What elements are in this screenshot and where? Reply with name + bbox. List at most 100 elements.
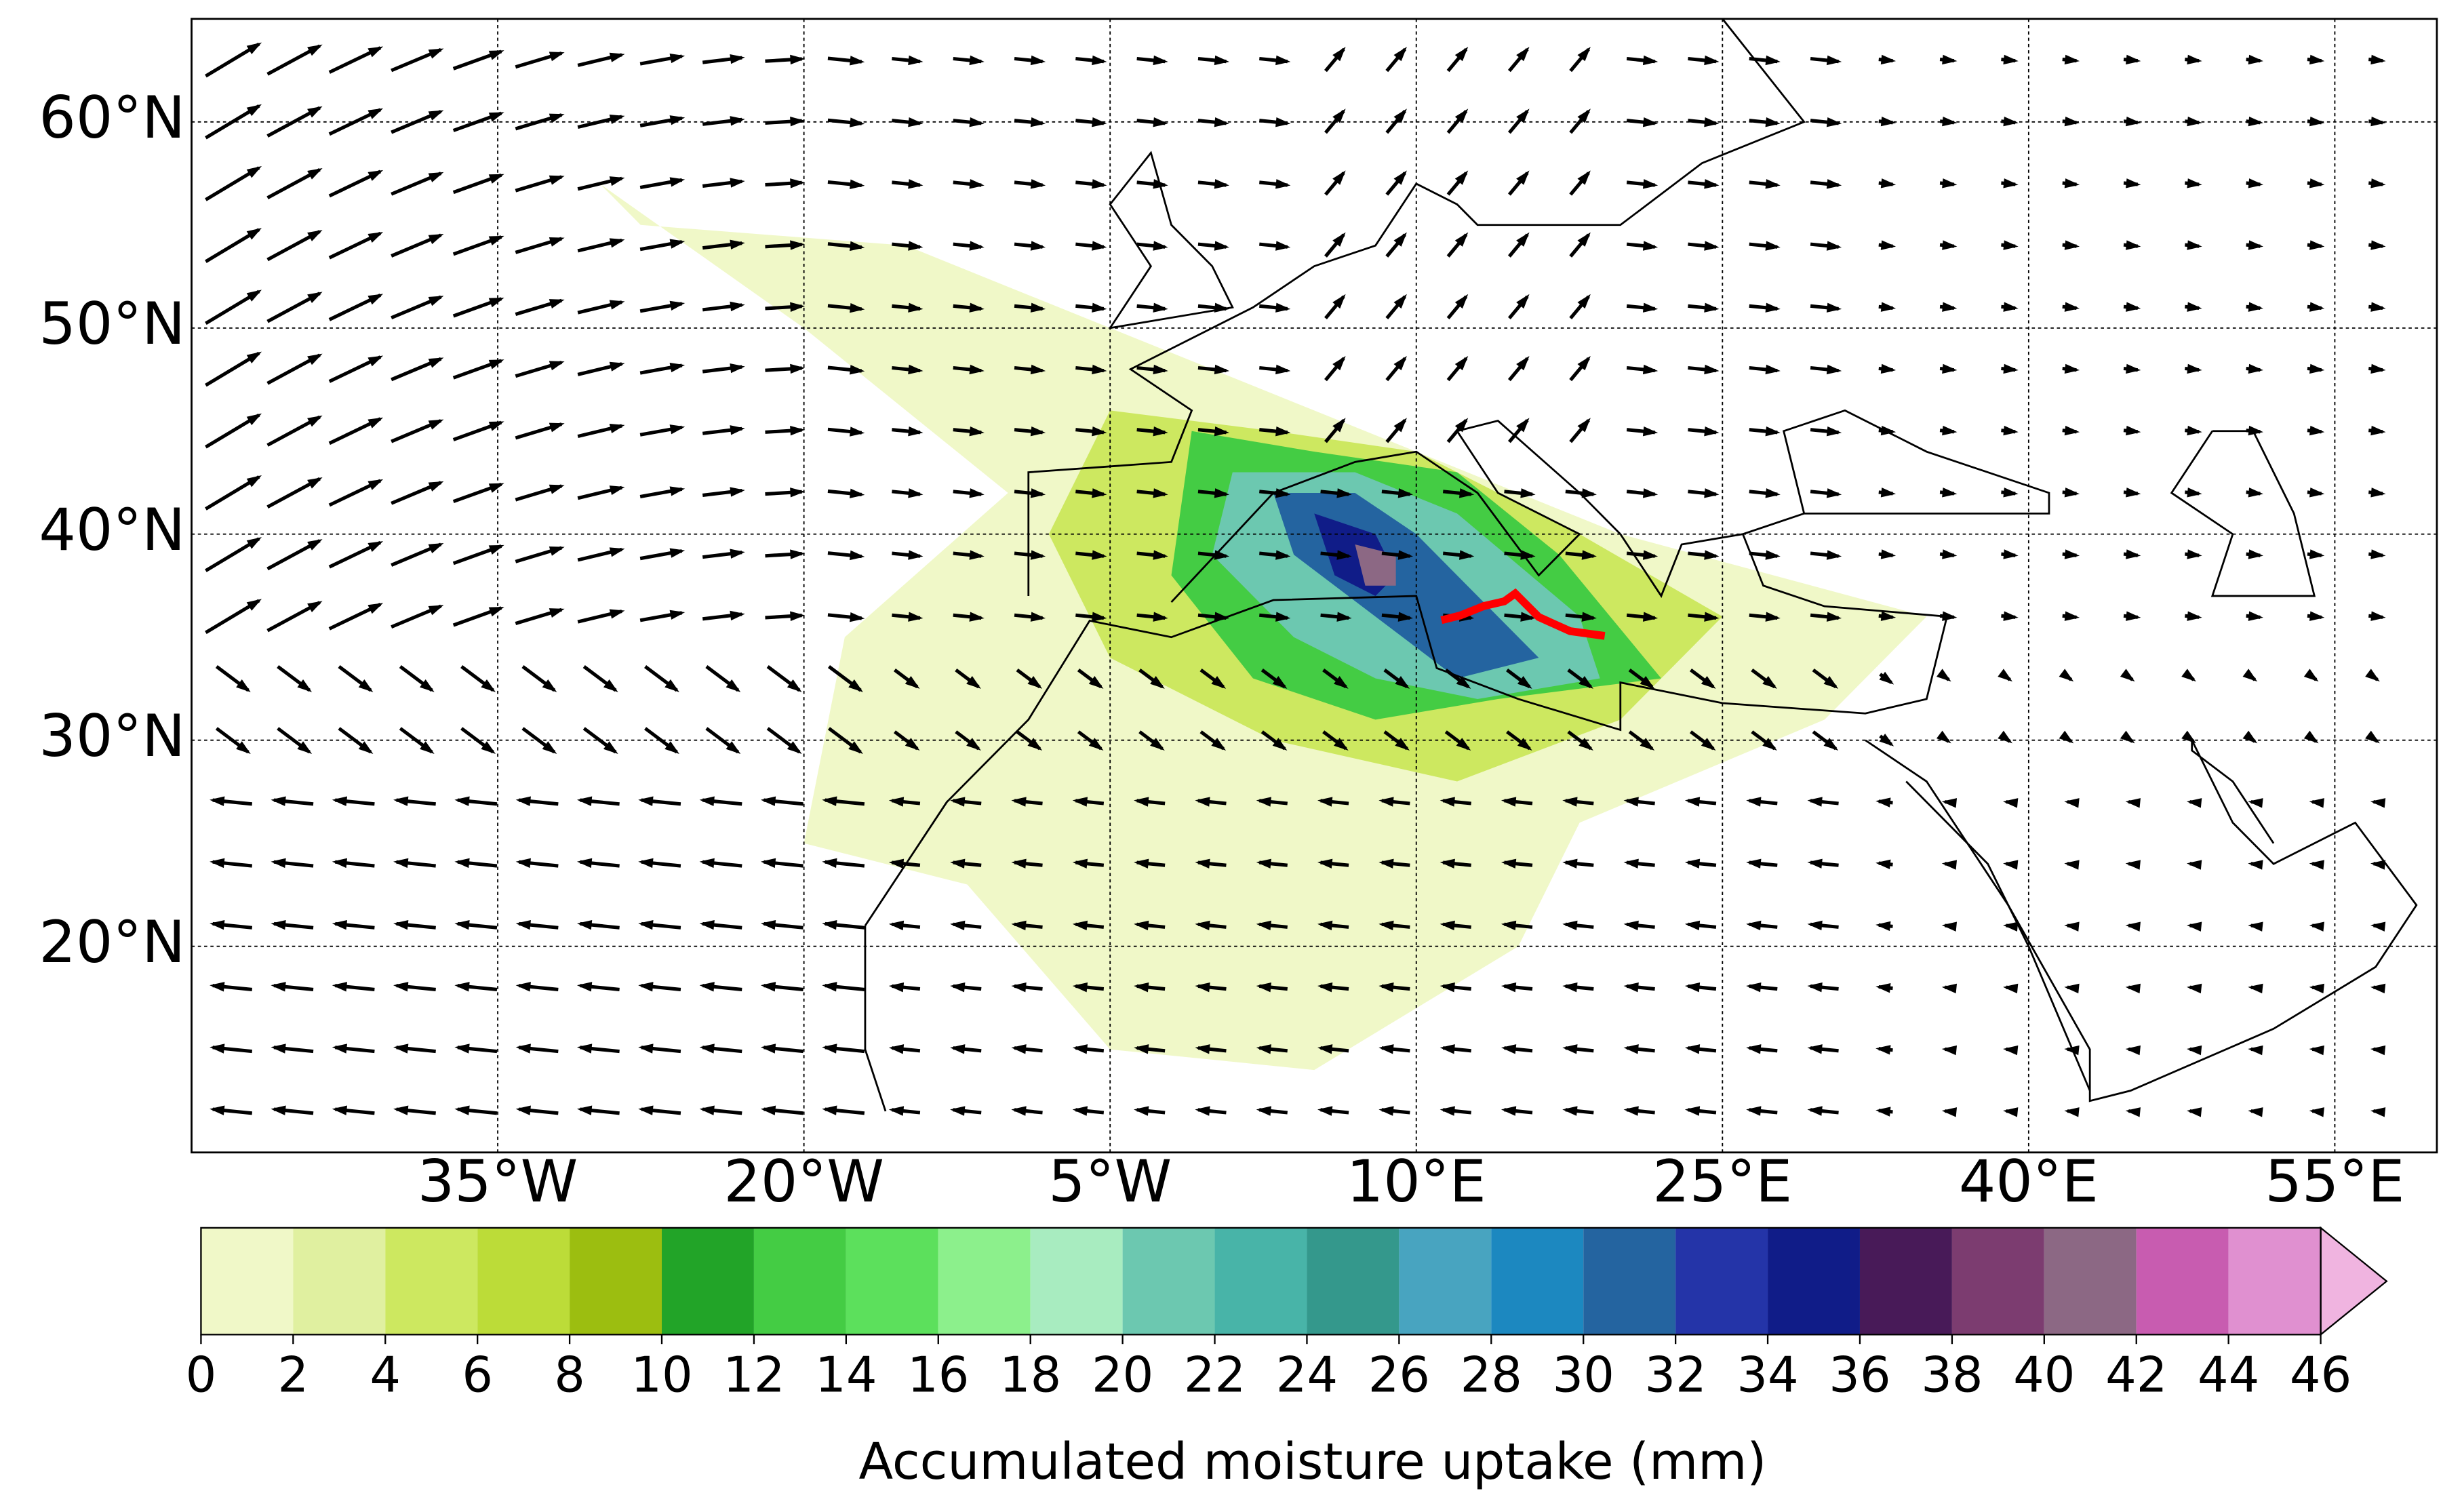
colorbar-tick-label: 6 [462, 1347, 493, 1404]
wind-arrowhead [1704, 241, 1720, 251]
wind-arrowhead [1823, 676, 1839, 689]
wind-arrowhead [1332, 47, 1346, 62]
wind-arrowhead [1334, 676, 1349, 689]
colorbar-bin [1859, 1227, 1952, 1335]
wind-arrowhead [2064, 549, 2080, 559]
wind-arrowhead [481, 679, 496, 692]
wind-arrowhead [1642, 612, 1659, 622]
wind-arrowhead [905, 676, 920, 689]
wind-arrowhead [2248, 983, 2263, 994]
wind-arrowhead [1623, 920, 1639, 931]
wind-arrowhead [1765, 550, 1781, 560]
wind-arrowhead [1623, 858, 1639, 869]
wind-arrowhead [1826, 302, 1842, 313]
wind-arrowhead [1517, 738, 1532, 751]
wind-arrowhead [1684, 982, 1701, 993]
wind-arrowhead [1516, 418, 1530, 433]
wind-arrowhead [1765, 179, 1781, 189]
wind-arrowhead [1030, 179, 1046, 189]
colorbar-bin [1583, 1227, 1676, 1335]
wind-arrowhead [1030, 117, 1046, 127]
wind-arrowhead [850, 365, 865, 375]
wind-arrowhead [2309, 425, 2325, 436]
wind-arrowhead [542, 679, 557, 692]
wind-arrowhead [1027, 676, 1043, 689]
wind-arrowhead [1378, 797, 1394, 807]
wind-arrowhead [1134, 920, 1149, 931]
wind-arrowhead [2064, 1107, 2080, 1117]
wind-arrowhead [1765, 488, 1781, 498]
wind-arrowhead [368, 108, 384, 119]
wind-arrowhead [1746, 982, 1762, 993]
wind-arrowhead [760, 796, 776, 806]
wind-arrowhead [1214, 302, 1230, 313]
wind-arrowhead [790, 54, 806, 65]
wind-arrowhead [888, 858, 905, 869]
wind-arrowhead [1256, 1106, 1271, 1116]
wind-arrowhead [726, 741, 741, 755]
wind-arrowhead [730, 487, 745, 497]
wind-arrowhead [1072, 797, 1088, 807]
wind-arrowhead [1393, 108, 1407, 123]
lon-tick-label: 25°E [1652, 1148, 1792, 1216]
coastline [864, 409, 2050, 927]
wind-arrowhead [454, 796, 470, 806]
wind-arrowhead [393, 982, 409, 992]
wind-arrowhead [2003, 1045, 2019, 1056]
wind-arrowhead [790, 425, 806, 436]
wind-arrowhead [850, 488, 865, 498]
wind-arrowhead [2370, 549, 2386, 559]
wind-arrowhead [1562, 858, 1578, 869]
wind-arrowhead [1704, 550, 1720, 560]
wind-arrowhead [969, 241, 985, 251]
colorbar-bin [1214, 1227, 1307, 1335]
wind-arrowhead [609, 52, 625, 62]
wind-arrowhead [2126, 302, 2141, 312]
wind-arrowhead [246, 290, 262, 302]
wind-arrowhead [2309, 1107, 2324, 1117]
wind-arrowhead [368, 541, 384, 553]
wind-arrowhead [1880, 363, 1897, 374]
wind-arrowhead [1195, 1044, 1210, 1054]
wind-arrowhead [1378, 1044, 1394, 1054]
colorbar-tick-label: 30 [1553, 1347, 1614, 1404]
wind-arrowhead [1704, 364, 1720, 375]
wind-arrowhead [950, 982, 966, 993]
wind-arrowhead [1517, 676, 1532, 689]
wind-arrowhead [1336, 488, 1352, 498]
wind-arrowhead [2125, 1045, 2141, 1056]
wind-arrowhead [1456, 738, 1471, 751]
wind-arrowhead [1875, 1107, 1891, 1117]
wind-arrowhead [488, 235, 504, 246]
wind-arrowhead [760, 858, 776, 869]
wind-arrowhead [1579, 676, 1593, 689]
wind-arrowhead [1378, 920, 1394, 931]
wind-arrowhead [246, 475, 262, 488]
wind-arrowhead [307, 353, 323, 365]
wind-arrowhead [1765, 241, 1781, 251]
wind-arrowhead [609, 176, 625, 186]
colorbar-tick-label: 46 [2290, 1347, 2351, 1404]
wind-arrowhead [2125, 860, 2141, 870]
wind-arrowhead [1765, 117, 1781, 127]
wind-arrowhead [393, 858, 409, 869]
lon-tick-label: 20°W [723, 1148, 884, 1216]
wind-arrowhead [822, 858, 837, 869]
wind-arrowhead [1880, 549, 1897, 559]
wind-arrowhead [1134, 982, 1149, 993]
wind-arrowhead [1030, 612, 1046, 622]
wind-arrowhead [1378, 858, 1394, 869]
wind-arrowhead [307, 415, 323, 427]
wind-arrowhead [307, 601, 323, 613]
wind-arrowhead [730, 610, 745, 621]
wind-arrowhead [515, 982, 531, 992]
colorbar-bin [1399, 1227, 1492, 1335]
wind-arrowhead [2248, 611, 2263, 621]
wind-arrowhead [2181, 730, 2196, 744]
wind-arrowhead [822, 919, 837, 930]
wind-arrowhead [1195, 982, 1210, 993]
wind-arrowhead [1807, 858, 1823, 869]
wind-arrowhead [1092, 55, 1107, 66]
colorbar-tick-label: 26 [1368, 1347, 1430, 1404]
wind-arrowhead [2309, 798, 2324, 808]
